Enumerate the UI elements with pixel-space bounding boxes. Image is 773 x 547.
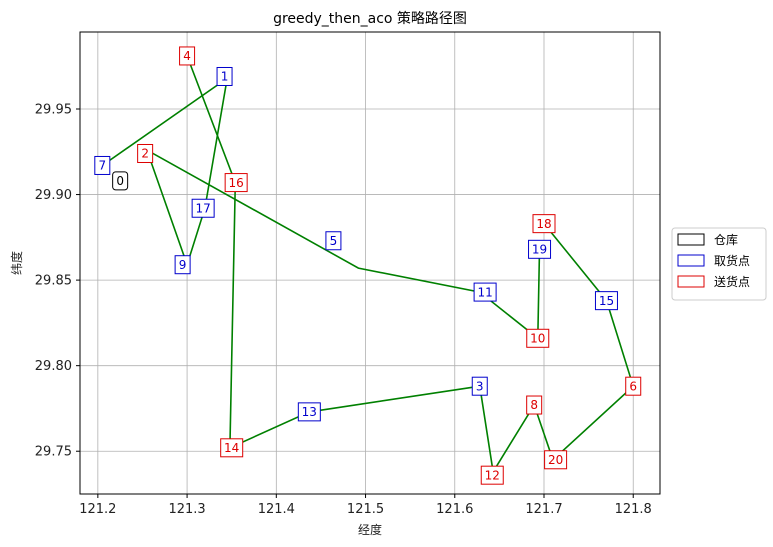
node-label: 9 [179, 258, 187, 272]
x-tick-label: 121.3 [168, 502, 205, 517]
node-box [480, 465, 504, 485]
legend-swatch [677, 233, 705, 246]
node-box [625, 376, 642, 396]
node-pickup-1: 1 [216, 66, 233, 86]
node-label: 13 [302, 405, 317, 419]
node-label: 11 [477, 285, 492, 299]
legend-label: 送货点 [714, 274, 750, 289]
node-pickup-13: 13 [297, 402, 321, 422]
legend-swatch [677, 254, 705, 267]
node-label: 14 [224, 441, 239, 455]
node-pickup-15: 15 [594, 291, 618, 311]
x-axis-label: 经度 [358, 522, 382, 537]
node-box [137, 143, 154, 163]
y-tick-label: 29.90 [35, 188, 72, 203]
node-label: 15 [599, 294, 614, 308]
x-tick-label: 121.4 [258, 502, 295, 517]
x-tick-label: 121.7 [525, 502, 562, 517]
y-tick-label: 29.75 [35, 445, 72, 460]
node-pickup-5: 5 [325, 231, 342, 251]
node-box [191, 198, 215, 218]
legend-label: 取货点 [714, 253, 750, 268]
x-tick-label: 121.6 [436, 502, 473, 517]
node-label: 2 [141, 147, 149, 161]
node-label: 10 [530, 331, 545, 345]
node-box [528, 239, 552, 259]
node-box [174, 255, 191, 275]
plot-frame [79, 31, 661, 495]
plot-area [80, 32, 660, 494]
node-box [179, 46, 196, 66]
legend-swatch [677, 275, 705, 288]
chart-title: greedy_then_aco 策略路径图 [273, 10, 467, 27]
y-tick-label: 29.95 [35, 103, 72, 118]
node-delivery-16: 16 [224, 173, 248, 193]
node-label: 7 [98, 159, 106, 173]
node-delivery-6: 6 [625, 376, 642, 396]
node-label: 19 [532, 243, 547, 257]
node-pickup-17: 17 [191, 198, 215, 218]
legend-label: 仓库 [714, 232, 738, 247]
node-delivery-4: 4 [179, 46, 196, 66]
node-label: 5 [330, 234, 338, 248]
node-box [594, 291, 618, 311]
y-tick-label: 29.85 [35, 274, 72, 289]
node-label: 16 [229, 176, 244, 190]
node-box [473, 282, 497, 302]
node-label: 17 [195, 201, 210, 215]
node-box [471, 376, 488, 396]
node-label: 0 [116, 174, 124, 188]
node-label: 4 [183, 49, 191, 63]
node-pickup-19: 19 [528, 239, 552, 259]
node-box [224, 173, 248, 193]
node-box [112, 171, 129, 191]
node-delivery-18: 18 [532, 214, 556, 234]
x-axis-ticks: 121.2 121.3 121.4 121.5 121.6 121.7 121.8 [79, 494, 652, 517]
node-delivery-8: 8 [526, 395, 543, 415]
node-label: 6 [629, 379, 637, 393]
x-tick-label: 121.2 [79, 502, 116, 517]
node-pickup-11: 11 [473, 282, 497, 302]
y-axis-label: 纬度 [9, 251, 24, 275]
node-pickup-9: 9 [174, 255, 191, 275]
node-label: 20 [548, 453, 563, 467]
node-delivery-12: 12 [480, 465, 504, 485]
node-label: 1 [221, 70, 229, 84]
node-label: 18 [536, 217, 551, 231]
x-tick-label: 121.5 [347, 502, 384, 517]
node-box [544, 450, 568, 470]
node-box [216, 66, 233, 86]
y-tick-label: 29.80 [35, 359, 72, 374]
node-box [325, 231, 342, 251]
node-pickup-3: 3 [471, 376, 488, 396]
y-axis-ticks: 29.75 29.80 29.85 29.90 29.95 [35, 103, 80, 460]
node-label: 3 [476, 379, 484, 393]
node-box [297, 402, 321, 422]
node-delivery-14: 14 [220, 438, 244, 458]
node-box [532, 214, 556, 234]
node-label: 8 [530, 398, 538, 412]
node-depot-0: 0 [112, 171, 129, 191]
node-label: 12 [485, 468, 500, 482]
node-box [526, 328, 550, 348]
node-delivery-10: 10 [526, 328, 550, 348]
node-delivery-20: 20 [544, 450, 568, 470]
node-box [94, 155, 111, 175]
node-pickup-7: 7 [94, 155, 111, 175]
node-box [220, 438, 244, 458]
node-delivery-2: 2 [137, 143, 154, 163]
x-tick-label: 121.8 [615, 502, 652, 517]
node-box [526, 395, 543, 415]
